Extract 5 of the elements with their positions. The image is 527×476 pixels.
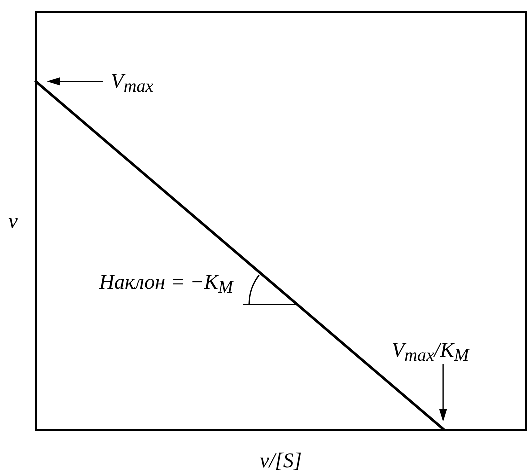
- annotation: V$_{max}$: [111, 69, 154, 96]
- annotation: V$_{max}$/K$_{M}$: [392, 338, 470, 365]
- y-axis-title: v: [8, 209, 19, 233]
- x-axis-title: v/[S]: [260, 448, 302, 472]
- annotation: Наклон = −K$_{M}$: [99, 270, 234, 298]
